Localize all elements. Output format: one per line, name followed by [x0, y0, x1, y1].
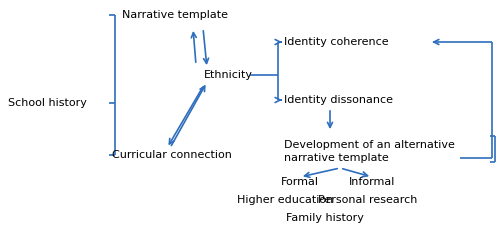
- Text: Personal research: Personal research: [318, 195, 418, 205]
- Text: School history: School history: [8, 98, 87, 108]
- Text: Development of an alternative: Development of an alternative: [284, 140, 455, 150]
- Text: Identity coherence: Identity coherence: [284, 37, 389, 47]
- Text: Curricular connection: Curricular connection: [112, 150, 232, 160]
- Text: narrative template: narrative template: [284, 153, 389, 163]
- Text: Narrative template: Narrative template: [122, 10, 228, 20]
- Text: Family history: Family history: [286, 213, 364, 223]
- Text: Formal: Formal: [281, 177, 319, 187]
- Text: Ethnicity: Ethnicity: [204, 70, 253, 80]
- Text: Informal: Informal: [349, 177, 395, 187]
- Text: Higher education: Higher education: [237, 195, 333, 205]
- Text: Identity dissonance: Identity dissonance: [284, 95, 393, 105]
